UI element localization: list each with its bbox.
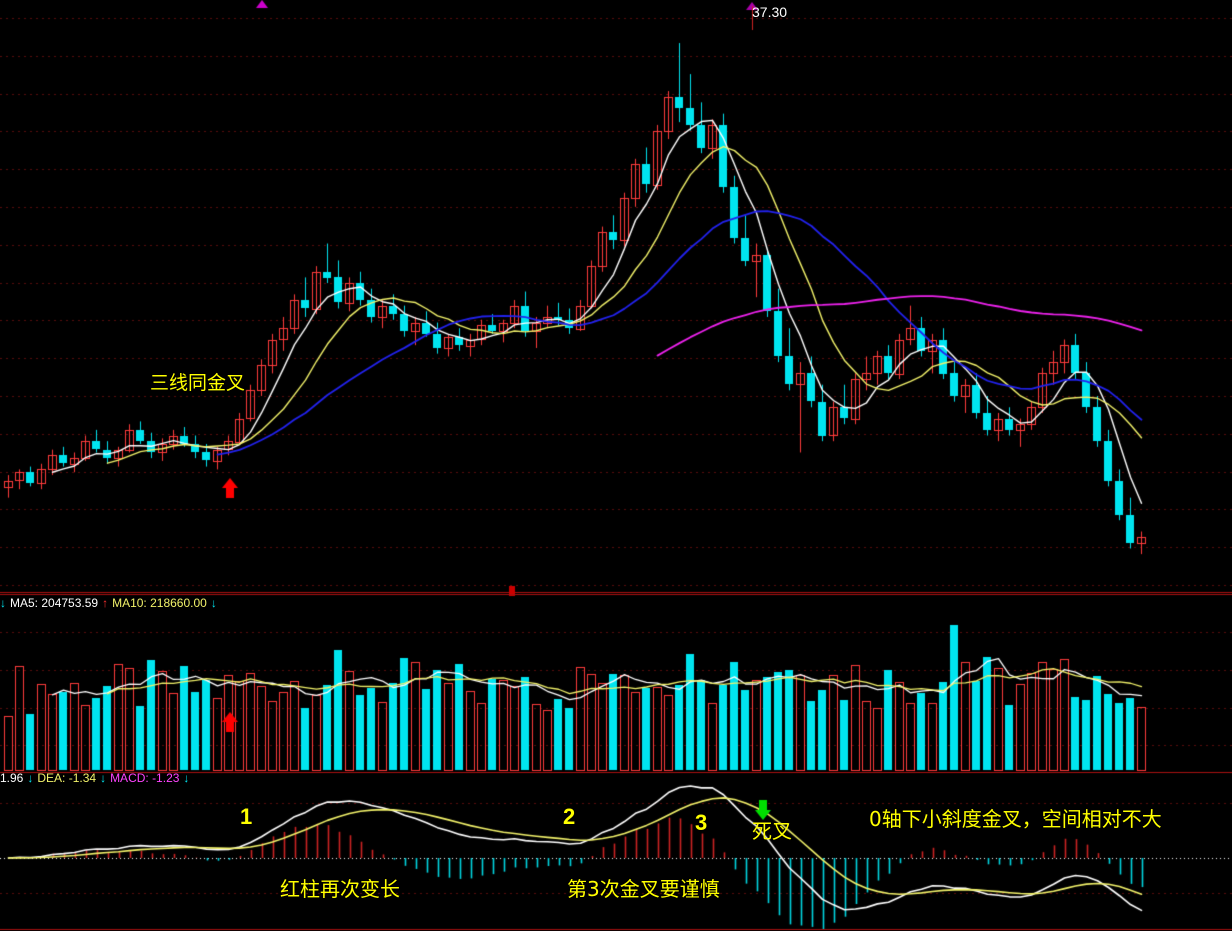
macd-dif-arrow-icon: ↓ [27, 771, 34, 785]
volume-ma5-arrow-icon: ↓ [0, 596, 6, 610]
macd-macd-arrow-icon: ↓ [183, 771, 190, 785]
volume-ma10-arrow-icon: ↓ [210, 596, 217, 610]
volume-ma5-up-arrow-icon: ↑ [102, 596, 109, 610]
macd-dea-label: DEA: -1.34 [37, 771, 97, 785]
macd-dif-label: 1.96 [0, 771, 24, 785]
volume-ma-legend: ↓ MA5: 204753.59 ↑ MA10: 218660.00 ↓ [0, 595, 221, 611]
macd-dea-arrow-icon: ↓ [100, 771, 107, 785]
macd-legend: 1.96 ↓ DEA: -1.34 ↓ MACD: -1.23 ↓ [0, 770, 193, 786]
volume-ma10-label: MA10: 218660.00 [112, 596, 207, 610]
volume-ma5-label: MA5: 204753.59 [10, 596, 99, 610]
macd-macd-label: MACD: -1.23 [110, 771, 180, 785]
